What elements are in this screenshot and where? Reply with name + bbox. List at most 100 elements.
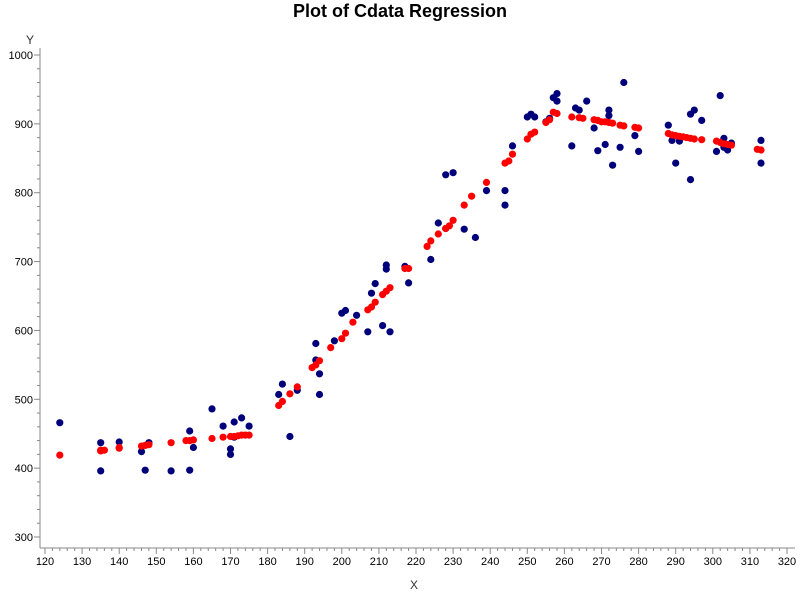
data-point (449, 169, 457, 177)
x-tick-label: 190 (296, 556, 314, 568)
data-point (501, 201, 509, 209)
data-point (698, 116, 706, 124)
data-series (56, 78, 765, 475)
data-point (386, 284, 394, 292)
data-point (635, 147, 643, 155)
x-tick-label: 240 (481, 556, 499, 568)
data-point (609, 119, 617, 127)
data-point (501, 187, 509, 195)
data-point (620, 122, 628, 130)
y-axis-label: Y (26, 33, 34, 47)
data-point (716, 92, 724, 100)
data-point (505, 157, 513, 165)
data-point (371, 280, 379, 288)
data-point (189, 443, 197, 452)
data-point (508, 150, 517, 158)
data-point (531, 128, 539, 136)
data-point (423, 242, 431, 250)
x-tick-label: 200 (333, 556, 351, 568)
series-0 (56, 78, 765, 475)
data-point (245, 431, 253, 439)
data-point (367, 289, 376, 297)
data-point (712, 147, 721, 155)
x-axis-label: X (410, 578, 418, 592)
data-point (482, 178, 491, 186)
data-point (757, 159, 765, 167)
data-point (531, 113, 539, 121)
data-point (226, 445, 235, 453)
data-point (167, 467, 175, 475)
data-point (330, 337, 338, 345)
data-point (405, 264, 413, 273)
data-point (686, 176, 695, 184)
data-point (312, 339, 320, 348)
data-point (635, 124, 643, 132)
data-point (434, 230, 442, 238)
data-point (145, 441, 153, 449)
data-point (672, 159, 680, 167)
data-point (315, 357, 324, 365)
data-point (468, 192, 476, 200)
data-point (208, 405, 216, 413)
axes: 120 130 140 150 160 170 180 190 200 210 220 230 240 2… (9, 48, 796, 568)
data-point (609, 161, 617, 169)
data-point (601, 140, 609, 149)
data-point (508, 142, 517, 150)
y-tick-label: 800 (15, 188, 33, 200)
data-point (315, 370, 324, 378)
data-point (568, 113, 576, 121)
data-point (186, 427, 194, 435)
data-point (690, 135, 698, 143)
data-point (579, 114, 587, 122)
data-point (605, 112, 613, 120)
data-point (727, 141, 736, 149)
data-point (382, 261, 390, 269)
x-tick-label: 150 (147, 556, 165, 568)
x-tick-label: 230 (444, 556, 462, 568)
data-point (219, 422, 227, 430)
data-point (757, 146, 765, 154)
data-point (364, 328, 372, 336)
data-point (620, 78, 628, 87)
data-point (568, 142, 576, 150)
data-point (371, 298, 379, 306)
data-point (460, 225, 468, 233)
data-point (219, 433, 227, 441)
x-tick-label: 310 (741, 556, 759, 568)
data-point (245, 422, 253, 430)
y-tick-label: 1000 (9, 50, 33, 62)
data-point (386, 328, 394, 336)
x-tick-label: 160 (184, 556, 202, 568)
x-tick-label: 210 (370, 556, 388, 568)
data-point (471, 233, 479, 242)
data-point (230, 418, 238, 426)
x-tick-label: 270 (592, 556, 610, 568)
data-point (631, 132, 639, 140)
y-tick-label: 300 (15, 532, 33, 544)
data-point (278, 397, 286, 405)
data-point (100, 446, 108, 454)
data-point (698, 136, 706, 144)
data-point (286, 432, 294, 441)
data-point (341, 329, 350, 337)
data-point (278, 380, 286, 388)
data-point (56, 451, 64, 459)
x-tick-label: 280 (629, 556, 647, 568)
data-point (460, 201, 468, 209)
data-point (56, 419, 64, 427)
data-point (594, 147, 602, 155)
data-point (327, 344, 335, 352)
data-point (546, 116, 554, 124)
x-tick-label: 320 (778, 556, 796, 568)
data-point (167, 439, 175, 447)
data-point (338, 335, 346, 343)
data-point (427, 237, 435, 245)
chart-title: Plot of Cdata Regression (293, 1, 507, 21)
data-point (605, 106, 613, 114)
data-point (315, 390, 324, 399)
data-point (553, 109, 561, 118)
data-point (405, 279, 413, 287)
data-point (226, 450, 235, 458)
data-point (616, 143, 624, 151)
